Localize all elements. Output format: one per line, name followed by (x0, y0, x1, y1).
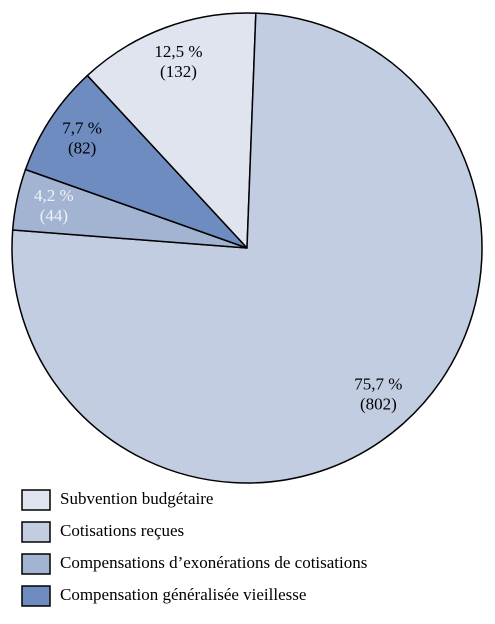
count-label: (132) (160, 62, 197, 81)
value-label: 75,7 % (354, 374, 402, 393)
legend-label: Compensations d’exonérations de cotisati… (60, 553, 367, 572)
value-label: 7,7 % (62, 118, 102, 137)
legend-label: Compensation généralisée vieillesse (60, 585, 306, 604)
pie-slice (86, 12, 257, 250)
count-label: (82) (68, 138, 96, 157)
count-label: (44) (40, 206, 68, 225)
legend-label: Subvention budgétaire (60, 489, 213, 508)
legend-swatch (21, 521, 51, 543)
legend-swatch (21, 585, 51, 607)
value-label: 4,2 % (34, 186, 74, 205)
legend-label: Cotisations reçues (60, 521, 184, 540)
count-label: (802) (360, 394, 397, 413)
legend-swatch (21, 553, 51, 575)
value-label: 12,5 % (154, 42, 202, 61)
pie-slice (24, 74, 248, 249)
legend-swatch (21, 489, 51, 511)
